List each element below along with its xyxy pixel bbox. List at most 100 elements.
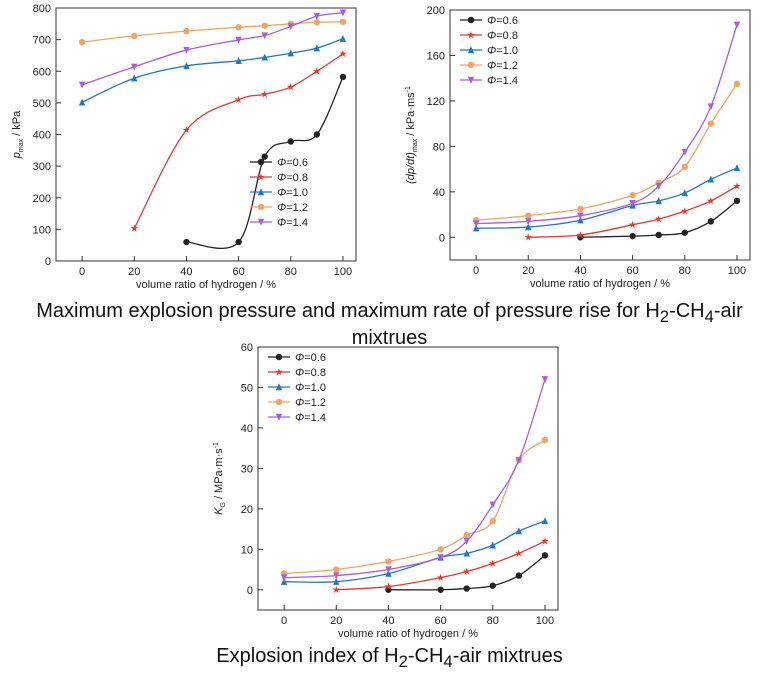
y-tick-label: 0 (439, 232, 445, 244)
data-point (655, 231, 662, 239)
legend-marker (467, 31, 475, 39)
x-axis-label: volume ratio of hydrogen / % (136, 279, 276, 291)
data-point (541, 552, 549, 559)
data-point (287, 23, 294, 31)
data-point (131, 63, 138, 71)
data-point (287, 138, 294, 145)
data-point (681, 163, 688, 171)
data-point (339, 49, 347, 58)
legend-label: Φ=1.0 (487, 45, 518, 57)
x-tick-label: 40 (574, 265, 586, 277)
data-point (261, 53, 268, 61)
y-tick-label: 120 (427, 96, 445, 108)
legend-marker (467, 61, 475, 69)
data-point (183, 62, 190, 70)
legend-marker (467, 76, 475, 84)
data-point (261, 32, 268, 40)
x-tick-label: 60 (434, 615, 446, 627)
series-line (284, 439, 546, 575)
data-point (385, 558, 392, 565)
series-0.6 (183, 73, 347, 249)
data-point (436, 573, 445, 581)
legend-marker (275, 413, 283, 421)
plot-frame (449, 9, 751, 261)
data-point (261, 153, 268, 160)
data-point (385, 566, 392, 574)
series-0.8 (524, 182, 741, 241)
caption-top: Maximum explosion pressure and maximum r… (0, 300, 779, 350)
data-point (333, 566, 340, 573)
series-line (81, 38, 344, 103)
data-point (525, 218, 532, 226)
data-point (463, 531, 470, 539)
y-axis-label: pmax / kPa (11, 110, 25, 159)
data-point (280, 577, 288, 585)
legend-label: Φ=0.8 (487, 30, 518, 42)
legend-label: Φ=1.2 (295, 397, 326, 409)
data-point (313, 67, 321, 75)
x-axis-label: volume ratio of hydrogen / % (338, 628, 478, 640)
data-point (629, 232, 636, 240)
y-tick-label: 800 (33, 3, 51, 15)
legend-marker (275, 398, 283, 406)
caption-bottom-sub-4: 4 (443, 652, 453, 671)
series-line (82, 21, 343, 43)
data-point (235, 36, 242, 44)
data-point (339, 9, 347, 17)
caption-bottom: Explosion index of H2-CH4-air mixtrues (0, 645, 779, 672)
legend-marker (275, 368, 283, 376)
series-1.2 (78, 18, 347, 46)
y-tick-label: 400 (33, 130, 51, 142)
x-tick-label: 0 (79, 266, 85, 278)
y-tick-label: 160 (427, 50, 445, 62)
data-point (333, 577, 340, 585)
x-tick-label: 60 (626, 265, 638, 277)
legend-label: Φ=0.6 (295, 352, 326, 364)
data-point (183, 238, 190, 246)
data-point (235, 57, 242, 65)
series-line (476, 167, 738, 229)
caption-bottom-text: Explosion index of H (216, 645, 399, 667)
data-point (313, 13, 321, 20)
data-point (384, 582, 393, 590)
caption-bottom-sub-2: 2 (398, 652, 408, 671)
data-point (261, 22, 268, 29)
legend-label: Φ=1.2 (277, 202, 308, 214)
data-point (286, 83, 295, 91)
data-point (655, 182, 662, 190)
legend-marker (467, 16, 475, 24)
data-point (681, 229, 688, 236)
legend-label: Φ=1.4 (277, 217, 308, 229)
x-axis-label: volume ratio of hydrogen / % (530, 278, 670, 290)
data-point (385, 569, 392, 577)
series-1.4 (78, 9, 347, 89)
max-pressure-chart: 0 20 40 60 80 100 0 100 200 300 400 500 600 700 800 vol… (11, 3, 357, 291)
x-tick-label: 20 (522, 265, 534, 277)
legend-marker (257, 203, 265, 211)
series-1.2 (280, 436, 549, 577)
caption-top-end: -air mixtrues (351, 300, 743, 349)
data-point (183, 27, 190, 35)
legend-marker (275, 383, 283, 391)
series-0.6 (577, 197, 741, 241)
x-tick-label: 0 (281, 615, 287, 627)
x-tick-label: 20 (128, 266, 140, 278)
data-point (733, 182, 741, 190)
x-tick-label: 40 (180, 266, 192, 278)
data-point (339, 18, 347, 26)
y-tick-label: 100 (33, 224, 51, 236)
series-line (133, 53, 344, 229)
x-tick-label: 100 (536, 615, 554, 627)
data-point (489, 582, 496, 589)
data-point (525, 212, 532, 219)
data-point (339, 34, 347, 42)
data-point (654, 215, 663, 223)
data-point (541, 376, 549, 384)
data-point (733, 197, 741, 205)
data-point (525, 223, 532, 231)
x-tick-label: 0 (473, 265, 479, 277)
data-point (733, 80, 741, 88)
y-tick-label: 50 (241, 382, 253, 394)
y-tick-label: 60 (241, 342, 253, 354)
